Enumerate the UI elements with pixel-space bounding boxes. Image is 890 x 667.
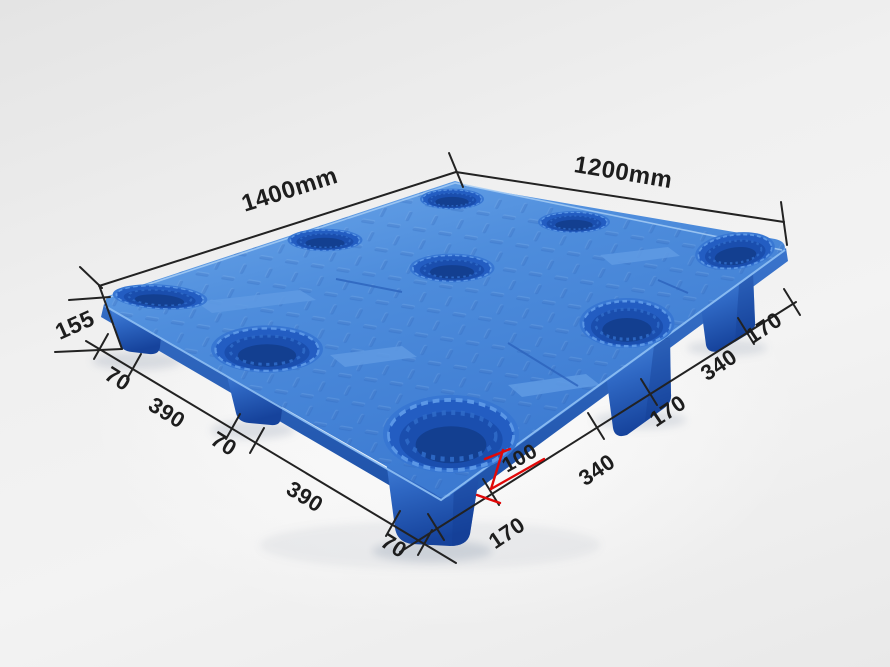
pallet-deck — [104, 181, 786, 502]
dim-line-right-chain — [399, 301, 797, 553]
cup-recess-front-left — [209, 323, 325, 375]
right-chain-ticks — [427, 288, 801, 541]
pallet-foot-4-shade — [645, 337, 672, 421]
dim-line-1400 — [98, 171, 457, 287]
red-tick-top — [483, 447, 512, 461]
dim-label-height-155: 155 — [51, 305, 98, 345]
right-chain-label-2: 340 — [574, 449, 620, 491]
deck-back-rim — [109, 182, 783, 298]
cup-recess-back-left — [286, 227, 364, 253]
dim-label-1200mm: 1200mm — [572, 151, 674, 194]
cup-recess-back-right — [537, 210, 611, 234]
red-tick-bottom — [475, 493, 502, 505]
dim-tick-1200-right — [780, 201, 788, 246]
dim-line-left-chain — [85, 340, 457, 564]
dim-line-155-edge — [98, 284, 123, 350]
red-line-foot-edge — [489, 448, 505, 491]
dim-label-1400mm: 1400mm — [238, 162, 341, 218]
dim-tick-155-bottom — [54, 348, 123, 353]
cup-recess-front-right — [577, 296, 677, 350]
deck-grooves — [335, 278, 689, 387]
dim-tick-155-top — [68, 296, 111, 301]
dim-tick-corner-back — [448, 152, 464, 188]
pallet-foot-5-shade — [735, 271, 756, 342]
cup-recess-back — [419, 187, 485, 211]
dim-line-1200 — [455, 171, 785, 223]
deck-smooth-patches — [196, 247, 680, 397]
red-line-underline — [489, 457, 546, 491]
deck-front-rim — [104, 249, 786, 502]
cup-recess-center — [408, 252, 496, 284]
dimension-lines — [54, 152, 801, 564]
ground-shadows — [92, 340, 767, 569]
red-foot-dimension — [475, 447, 546, 505]
